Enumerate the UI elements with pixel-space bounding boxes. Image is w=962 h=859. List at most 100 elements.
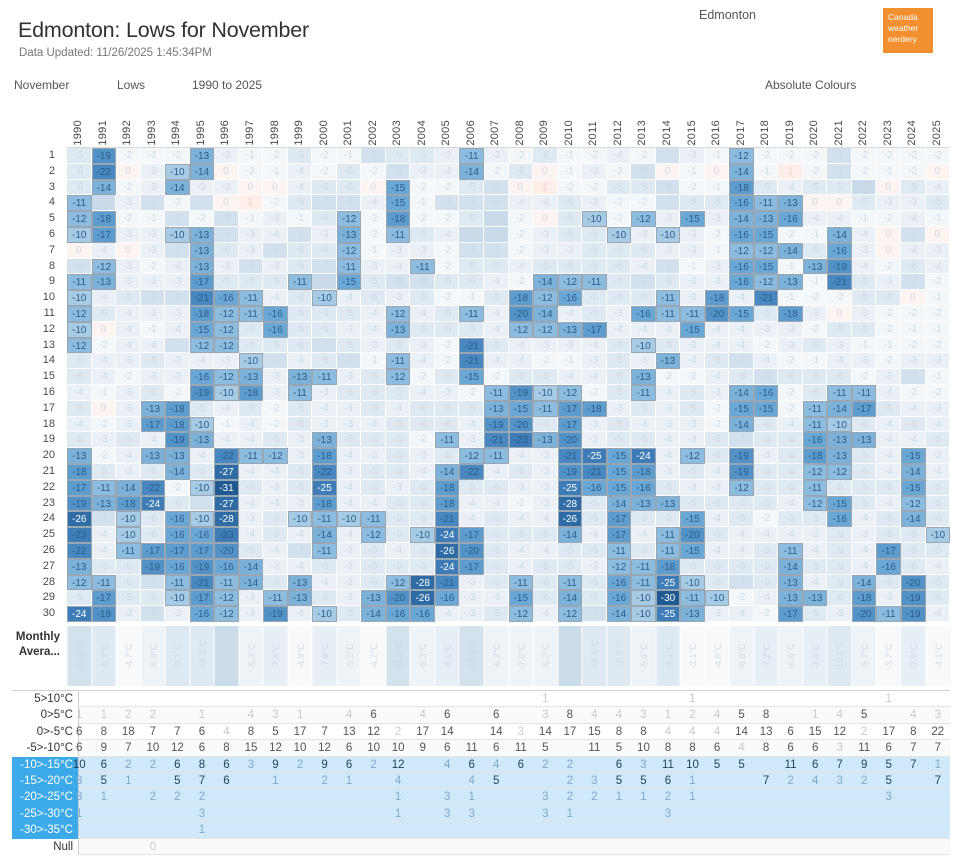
heat-cell[interactable]: -3: [533, 479, 558, 496]
year-label-2007[interactable]: 2007: [489, 120, 502, 146]
heat-cell[interactable]: -5: [410, 321, 435, 338]
monthly-average-cell[interactable]: -5.7°C: [851, 625, 877, 686]
heat-cell[interactable]: -5: [287, 463, 313, 480]
heat-cell[interactable]: -22: [140, 479, 166, 496]
heat-cell[interactable]: -14: [557, 590, 583, 607]
heat-cell[interactable]: -7: [165, 242, 190, 259]
heat-cell[interactable]: -6: [851, 416, 877, 433]
year-label-2016[interactable]: 2016: [710, 120, 723, 146]
heat-cell[interactable]: -3: [704, 479, 730, 496]
bin-label[interactable]: -20>-25°C: [12, 789, 79, 806]
heat-cell[interactable]: -2: [753, 148, 779, 164]
heat-cell[interactable]: -5: [484, 558, 509, 575]
heat-cell[interactable]: -3: [704, 606, 730, 622]
monthly-average-cell[interactable]: -4.2°C: [361, 625, 386, 686]
heat-cell[interactable]: -6: [802, 384, 828, 401]
heat-cell[interactable]: -2: [238, 163, 264, 180]
heat-cell[interactable]: -28: [410, 574, 435, 591]
heat-cell[interactable]: -10: [631, 590, 656, 607]
heat-cell[interactable]: -6: [606, 337, 632, 354]
heat-cell[interactable]: -4: [704, 463, 730, 480]
heat-cell[interactable]: -1: [91, 384, 117, 401]
heat-cell[interactable]: -14: [434, 463, 460, 480]
monthly-average-cell[interactable]: -9.1°C: [165, 625, 190, 686]
heat-cell[interactable]: -4: [557, 369, 583, 385]
heat-cell[interactable]: -6: [287, 242, 313, 259]
heat-cell[interactable]: -3: [410, 448, 435, 464]
heat-cell[interactable]: -20: [704, 305, 730, 322]
heat-cell[interactable]: -7: [901, 274, 926, 291]
heat-cell[interactable]: -4: [606, 148, 632, 164]
heat-cell[interactable]: -4: [582, 337, 607, 354]
heat-cell[interactable]: -6: [753, 463, 779, 480]
heat-cell[interactable]: -1: [851, 337, 877, 354]
heat-cell[interactable]: -6: [753, 179, 779, 196]
heat-cell[interactable]: -4: [827, 211, 852, 227]
heat-cell[interactable]: -25: [655, 574, 681, 591]
heat-cell[interactable]: -2: [410, 369, 435, 385]
heat-cell[interactable]: -3: [410, 163, 435, 180]
heat-cell[interactable]: -10: [704, 590, 730, 607]
heat-cell[interactable]: -6: [361, 479, 386, 496]
heat-cell[interactable]: -20: [385, 590, 411, 607]
heat-cell[interactable]: -2: [802, 290, 828, 306]
heat-cell[interactable]: -4: [876, 448, 901, 464]
heat-cell[interactable]: -3: [704, 384, 730, 401]
year-label-2025[interactable]: 2025: [930, 120, 943, 146]
heat-cell[interactable]: -14: [557, 527, 583, 543]
heat-cell[interactable]: -4: [287, 558, 313, 575]
heat-cell[interactable]: -13: [680, 606, 705, 622]
year-label-2015[interactable]: 2015: [685, 120, 698, 146]
heat-cell[interactable]: -3: [189, 179, 215, 196]
monthly-average-cell[interactable]: -9.2°C: [91, 625, 117, 686]
year-label-2003[interactable]: 2003: [391, 120, 404, 146]
heat-cell[interactable]: -21: [753, 290, 779, 306]
heat-cell[interactable]: -4: [533, 542, 558, 559]
heat-cell[interactable]: -23: [214, 527, 239, 543]
heat-cell[interactable]: -5: [91, 558, 117, 575]
heat-cell[interactable]: -5: [533, 558, 558, 575]
heat-cell[interactable]: -2: [606, 195, 632, 212]
heat-cell[interactable]: -11: [655, 542, 681, 559]
heat-cell[interactable]: -12: [901, 495, 926, 512]
heat-cell[interactable]: -5: [67, 590, 92, 607]
monthly-average-cell[interactable]: -12.9°C: [459, 625, 484, 686]
monthly-average-cell[interactable]: -5.3°C: [410, 625, 435, 686]
heat-cell[interactable]: -2: [508, 242, 534, 259]
heat-cell[interactable]: -5: [263, 527, 288, 543]
heat-cell[interactable]: -4: [238, 495, 264, 512]
heat-cell[interactable]: 0: [67, 242, 92, 259]
heat-cell[interactable]: -7: [312, 337, 337, 354]
heat-cell[interactable]: -31: [214, 479, 239, 496]
heat-cell[interactable]: -6: [729, 558, 754, 575]
heat-cell[interactable]: -1: [851, 211, 877, 227]
heat-cell[interactable]: -4: [484, 274, 509, 291]
heat-cell[interactable]: -6: [729, 495, 754, 512]
heat-cell[interactable]: -14: [533, 305, 558, 322]
heat-cell[interactable]: -10: [312, 606, 337, 622]
heat-cell[interactable]: -5: [484, 290, 509, 306]
heat-cell[interactable]: -2: [557, 179, 583, 196]
heat-cell[interactable]: -5: [778, 479, 803, 496]
filter-colour-mode[interactable]: Absolute Colours: [765, 78, 857, 92]
heat-cell[interactable]: -2: [876, 148, 901, 164]
heat-cell[interactable]: -3: [704, 211, 730, 227]
heat-cell[interactable]: -5: [410, 226, 435, 243]
heat-cell[interactable]: -5: [508, 527, 534, 543]
heat-cell[interactable]: -9: [91, 195, 117, 212]
heat-cell[interactable]: -15: [753, 226, 779, 243]
heat-cell[interactable]: -8: [631, 163, 656, 180]
filter-year-range[interactable]: 1990 to 2025: [192, 78, 263, 92]
heat-cell[interactable]: -4: [484, 321, 509, 338]
heat-cell[interactable]: 0: [533, 211, 558, 227]
heat-cell[interactable]: -8: [385, 274, 411, 291]
heat-cell[interactable]: -23: [67, 527, 92, 543]
heat-cell[interactable]: -3: [802, 305, 828, 322]
heat-cell[interactable]: -11: [655, 290, 681, 306]
heat-cell[interactable]: -21: [557, 448, 583, 464]
heat-cell[interactable]: -2: [851, 163, 877, 180]
heat-cell[interactable]: -16: [263, 321, 288, 338]
heat-cell[interactable]: -5: [336, 305, 362, 322]
year-label-2006[interactable]: 2006: [464, 120, 477, 146]
heat-cell[interactable]: -5: [434, 448, 460, 464]
